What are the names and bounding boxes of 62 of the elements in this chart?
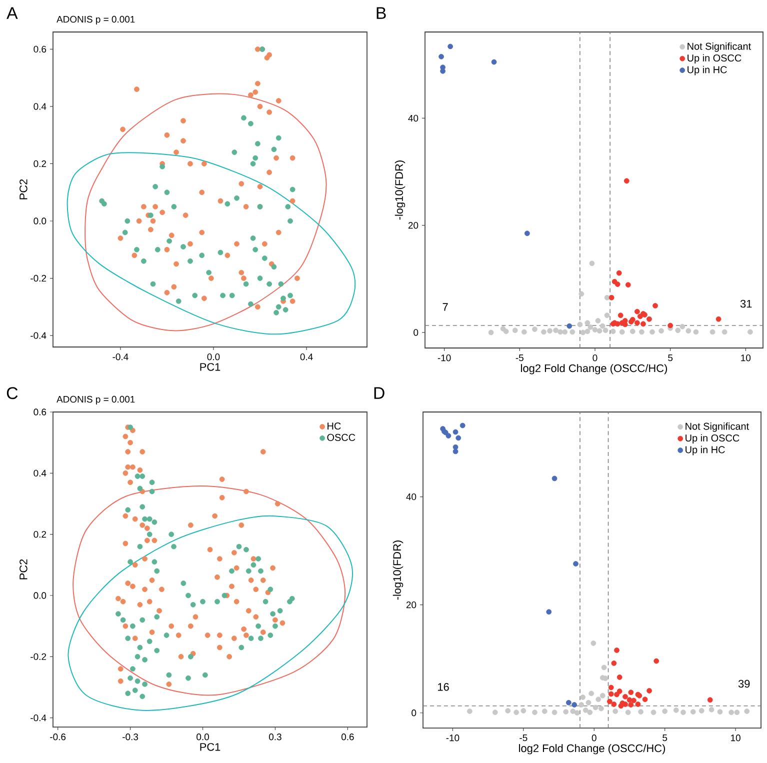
y-tick-label: 0.0	[34, 592, 46, 599]
x-axis-title: PC1	[200, 363, 220, 371]
legend-label: Not Significant	[686, 422, 749, 432]
x-tick-label: 0.4	[300, 354, 313, 360]
legend-label: HC	[328, 422, 341, 430]
text: B	[376, 7, 386, 19]
annotation: 16	[438, 683, 449, 691]
x-axis-title: log2 Fold Change (OSCC/HC)	[519, 744, 665, 754]
y-tick-label: 20	[406, 602, 416, 608]
y-tick-label: 0	[412, 710, 416, 716]
y-tick-label: 40	[406, 493, 416, 500]
y-tick-label: -0.2	[30, 653, 46, 660]
x-tick-label: 0.0	[196, 734, 209, 740]
text: A	[6, 7, 18, 19]
y-tick-label: 0.4	[34, 103, 46, 110]
x-tick-label: 0	[592, 734, 596, 742]
y-tick-label: 0.0	[34, 218, 46, 224]
y-tick-label: 0.6	[34, 46, 46, 53]
x-tick-label: 0.0	[207, 354, 220, 360]
y-tick-label: 0.4	[34, 470, 46, 477]
legend-label: Up in OSCC	[688, 54, 742, 64]
y-axis-title: -log10(FDR)	[394, 160, 406, 220]
y-tick-label: 0	[414, 329, 418, 336]
legend-label: OSCC	[327, 434, 356, 441]
y-axis-title: PC2	[20, 179, 28, 200]
x-tick-label: -0.6	[50, 734, 66, 740]
chart-title: ADONIS p = 0.001	[56, 16, 135, 25]
legend-label: Up in HC	[686, 446, 725, 456]
x-tick-label: 5	[668, 354, 673, 362]
legend-label: Up in OSCC	[686, 434, 740, 444]
annotation: 7	[442, 303, 448, 311]
chart-title: ADONIS p = 0.001	[56, 396, 135, 404]
y-tick-label: 0.2	[34, 160, 46, 168]
y-tick-label: 40	[408, 114, 418, 122]
x-tick-label: -5	[516, 354, 524, 362]
x-tick-label: -0.3	[122, 734, 138, 740]
legend-label: Not Significant	[688, 42, 751, 52]
x-axis-title: log2 Fold Change (OSCC/HC)	[521, 364, 667, 374]
y-tick-label: 0.2	[34, 530, 46, 538]
x-tick-label: 10	[741, 354, 751, 362]
annotation: 31	[740, 300, 752, 308]
y-tick-label: -0.4	[30, 332, 46, 339]
y-axis-title: PC2	[20, 559, 28, 580]
x-tick-label: 0.3	[269, 734, 282, 740]
y-axis-title: -log10(FDR)	[392, 540, 404, 600]
x-tick-label: -10	[446, 734, 460, 742]
y-tick-label: -0.2	[30, 274, 46, 282]
x-axis-title: PC1	[200, 743, 220, 751]
legend-label: Up in HC	[688, 66, 727, 76]
x-tick-label: -5	[520, 734, 528, 742]
y-tick-label: 20	[408, 222, 418, 229]
text: C	[6, 387, 18, 400]
x-tick-label: 0	[592, 354, 598, 362]
x-tick-label: -10	[438, 354, 451, 362]
y-tick-label: -0.4	[30, 714, 46, 722]
text: D	[374, 387, 384, 399]
annotation: 39	[738, 680, 750, 688]
x-tick-label: -0.4	[112, 354, 128, 360]
x-tick-label: 0.6	[341, 734, 354, 740]
x-tick-label: 5	[662, 734, 668, 742]
x-tick-label: 10	[731, 734, 740, 742]
y-tick-label: 0.6	[34, 408, 46, 416]
